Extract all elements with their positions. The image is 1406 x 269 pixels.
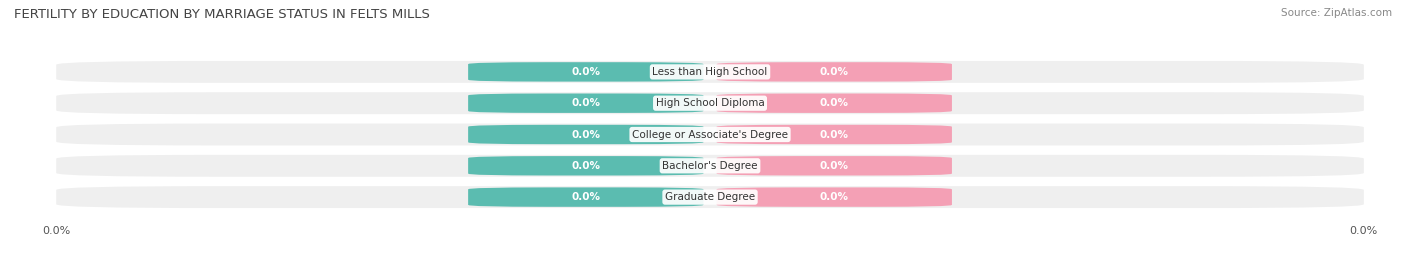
FancyBboxPatch shape [56, 92, 1364, 114]
FancyBboxPatch shape [56, 123, 1364, 146]
Text: 0.0%: 0.0% [571, 192, 600, 202]
Text: College or Associate's Degree: College or Associate's Degree [633, 129, 787, 140]
Text: Less than High School: Less than High School [652, 67, 768, 77]
FancyBboxPatch shape [468, 187, 703, 207]
Text: Bachelor's Degree: Bachelor's Degree [662, 161, 758, 171]
FancyBboxPatch shape [468, 94, 703, 113]
FancyBboxPatch shape [468, 156, 703, 175]
Text: 0.0%: 0.0% [571, 67, 600, 77]
Text: Graduate Degree: Graduate Degree [665, 192, 755, 202]
FancyBboxPatch shape [56, 186, 1364, 208]
Text: 0.0%: 0.0% [820, 67, 849, 77]
Text: 0.0%: 0.0% [571, 129, 600, 140]
Text: 0.0%: 0.0% [571, 98, 600, 108]
FancyBboxPatch shape [717, 125, 952, 144]
Text: Source: ZipAtlas.com: Source: ZipAtlas.com [1281, 8, 1392, 18]
FancyBboxPatch shape [717, 94, 952, 113]
Text: 0.0%: 0.0% [820, 98, 849, 108]
FancyBboxPatch shape [717, 156, 952, 175]
FancyBboxPatch shape [56, 155, 1364, 177]
FancyBboxPatch shape [717, 187, 952, 207]
FancyBboxPatch shape [717, 62, 952, 82]
FancyBboxPatch shape [468, 62, 703, 82]
FancyBboxPatch shape [56, 61, 1364, 83]
Text: 0.0%: 0.0% [820, 129, 849, 140]
Text: 0.0%: 0.0% [820, 161, 849, 171]
FancyBboxPatch shape [468, 125, 703, 144]
Text: FERTILITY BY EDUCATION BY MARRIAGE STATUS IN FELTS MILLS: FERTILITY BY EDUCATION BY MARRIAGE STATU… [14, 8, 430, 21]
Text: 0.0%: 0.0% [571, 161, 600, 171]
Text: High School Diploma: High School Diploma [655, 98, 765, 108]
Text: 0.0%: 0.0% [820, 192, 849, 202]
